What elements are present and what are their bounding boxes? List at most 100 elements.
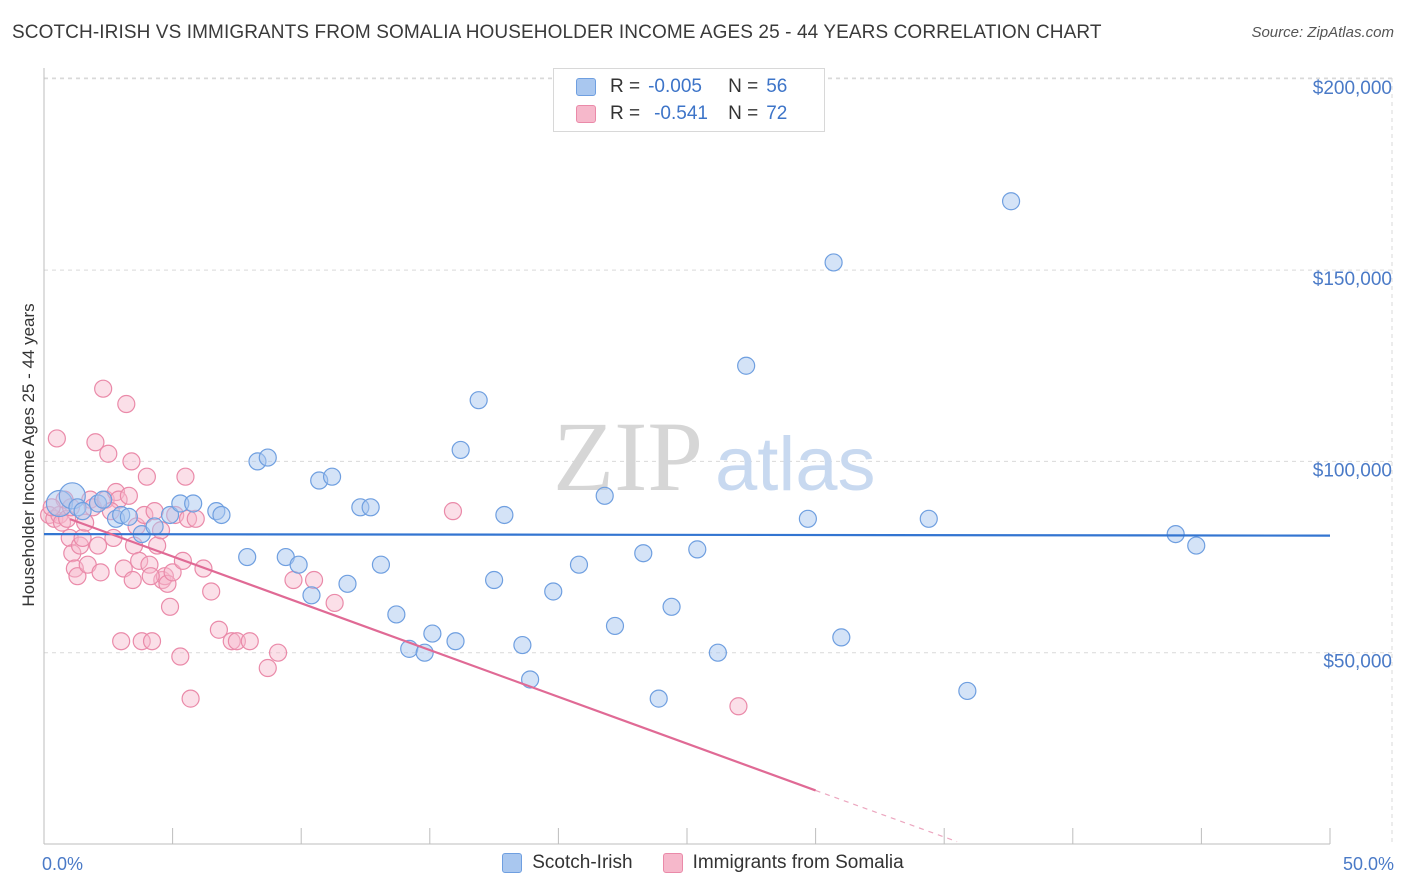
scotch-irish-point (289, 555, 308, 574)
scotch-irish-point (513, 635, 532, 655)
scotch-irish-point (544, 582, 563, 601)
scotch-irish-point (958, 681, 977, 701)
watermark-zip: ZIP (553, 401, 703, 512)
somalia-point (325, 593, 344, 613)
y-tick-label: $200,000 (1313, 78, 1392, 99)
somalia-point (137, 467, 156, 486)
somalia-point (443, 502, 463, 521)
scotch-irish-point (446, 632, 465, 651)
somalia-point (86, 433, 105, 452)
tick-labels: $50,000 $100,000 $150,000 $200,000 0.0% 50.0% (42, 78, 1394, 874)
scotch-irish-point (160, 505, 180, 525)
somalia-point (94, 379, 113, 398)
legend-swatch-pink (576, 105, 596, 123)
scotch-irish-point (605, 616, 625, 636)
series-somalia-points (40, 379, 748, 716)
x-tick-label: 50.0% (1343, 854, 1394, 874)
scotch-irish-point (662, 597, 681, 616)
trend-lines (43, 518, 1331, 843)
somalia-point (140, 555, 159, 574)
scotch-irish-point (569, 555, 589, 574)
somalia-point (209, 620, 228, 639)
somalia-point (63, 544, 82, 563)
scotch-irish-point (94, 490, 113, 509)
watermark-atlas: atlas (715, 422, 876, 507)
somalia-trend-line (69, 518, 816, 792)
chart-title: SCOTCH-IRISH VS IMMIGRANTS FROM SOMALIA … (12, 22, 1102, 43)
somalia-point (240, 632, 259, 651)
scotch-irish-point (145, 517, 164, 536)
series-legend: Scotch-Irish Immigrants from Somalia (0, 852, 1406, 874)
scotch-irish-point (832, 628, 851, 647)
legend-n-value: 56 (766, 76, 788, 97)
legend-row-somalia: R = -0.541 N = 72 (576, 102, 787, 126)
scotch-irish-point (238, 547, 257, 567)
legend-n-value: 72 (766, 103, 788, 124)
somalia-point (142, 632, 162, 651)
somalia-point (181, 689, 200, 708)
scotch-irish-point (371, 555, 391, 574)
scotch-irish-trend-line (43, 532, 1331, 537)
scotch-irish-point (469, 391, 488, 410)
legend-swatch-blue (576, 78, 596, 96)
scotch-irish-point (1166, 524, 1185, 544)
scotch-irish-point (798, 509, 817, 528)
somalia-point (202, 582, 221, 601)
somalia-point (284, 570, 303, 590)
scotch-irish-point (495, 505, 514, 525)
axis-layer (43, 68, 1331, 845)
somalia-point (227, 632, 246, 651)
somalia-point (132, 632, 151, 651)
somalia-point (122, 452, 141, 471)
x-tick-label: 0.0% (42, 854, 83, 874)
legend-item-scotch-irish: Scotch-Irish (502, 852, 633, 874)
scotch-irish-point (258, 448, 277, 467)
y-axis-title: Householder Income Ages 25 - 44 years (19, 303, 38, 606)
somalia-point (145, 502, 164, 521)
scotch-irish-point (387, 605, 406, 624)
somalia-point (171, 647, 190, 666)
scotch-irish-point (688, 540, 707, 559)
scotch-irish-point (361, 498, 380, 517)
scotch-irish-point (1001, 192, 1021, 211)
scotch-irish-point (521, 670, 540, 689)
somalia-point (176, 467, 195, 486)
y-tick-label: $150,000 (1313, 269, 1392, 290)
somalia-point (47, 429, 66, 448)
somalia-point (186, 509, 205, 528)
somalia-point (160, 597, 180, 616)
source-label: Source: ZipAtlas.com (1251, 24, 1394, 41)
scotch-irish-point (451, 440, 470, 460)
somalia-point (123, 570, 142, 590)
scotch-irish-point (737, 356, 756, 375)
scotch-irish-point (338, 574, 357, 593)
legend-n-label: N = (728, 76, 759, 97)
scotch-irish-point (322, 467, 342, 486)
legend-label-somalia: Immigrants from Somalia (692, 852, 904, 873)
legend-r-value: -0.005 (648, 76, 702, 97)
legend-r-value: -0.541 (654, 103, 708, 124)
somalia-point (119, 486, 138, 505)
scotch-irish-point (73, 502, 92, 521)
scotch-irish-point (1187, 536, 1206, 555)
legend-row-scotch-irish: R = -0.005 N = 56 (576, 75, 787, 99)
somalia-point (729, 697, 748, 716)
scotch-irish-point (119, 507, 138, 526)
somalia-point (117, 394, 136, 414)
scotch-irish-point (184, 494, 203, 513)
legend-swatch-pink (662, 853, 683, 873)
somalia-trend-extension (815, 789, 958, 843)
y-tick-label: $50,000 (1323, 652, 1392, 673)
somalia-point (304, 570, 324, 590)
somalia-point (91, 563, 110, 582)
scotch-irish-point (824, 253, 843, 272)
somalia-point (158, 574, 177, 593)
scotch-irish-point (708, 643, 727, 662)
scotch-irish-point (595, 486, 614, 505)
legend-item-somalia: Immigrants from Somalia (662, 852, 904, 874)
stats-legend: R = -0.005 N = 56 R = -0.541 N = 72 (553, 68, 825, 132)
legend-n-label: N = (728, 103, 759, 124)
scotch-irish-point (302, 586, 321, 605)
somalia-point (130, 551, 149, 570)
